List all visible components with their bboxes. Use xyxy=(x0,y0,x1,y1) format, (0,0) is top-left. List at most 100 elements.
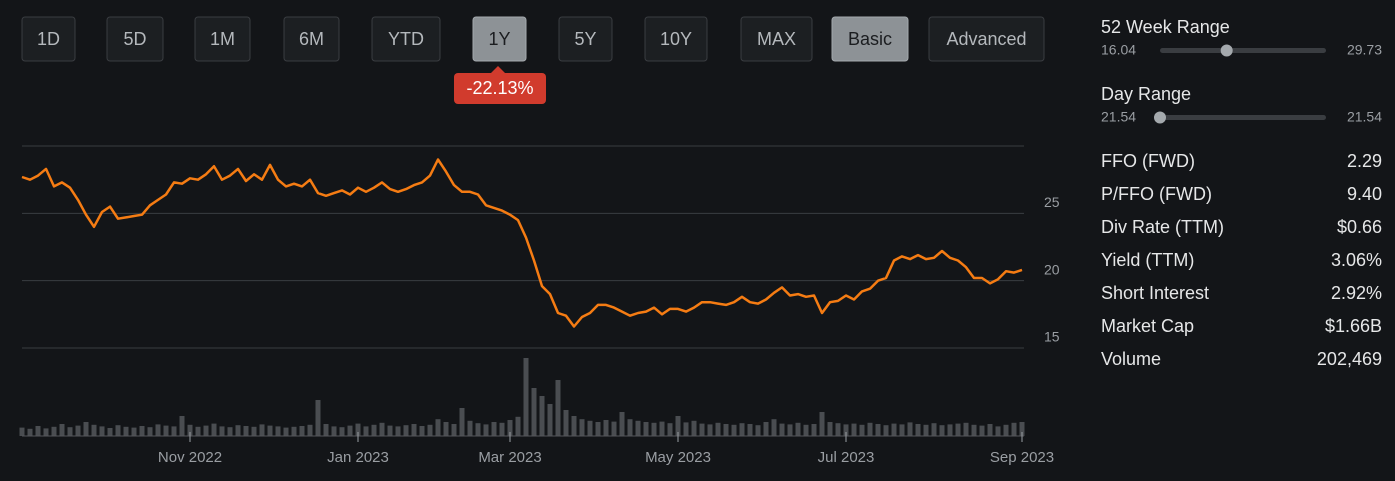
volume-bar xyxy=(995,426,1001,436)
volume-bar xyxy=(659,421,665,436)
button-label[interactable]: Advanced xyxy=(946,29,1026,49)
y-tick-label: 20 xyxy=(1044,261,1060,277)
button-box[interactable] xyxy=(644,16,708,62)
range-button[interactable]: 1Y xyxy=(472,16,527,62)
stat-label: Volume xyxy=(1101,349,1161,369)
volume-bar xyxy=(443,422,449,436)
volume-bar xyxy=(507,420,513,436)
button-label[interactable]: 1Y xyxy=(488,29,510,49)
volume-bar xyxy=(579,419,585,436)
volume-bar xyxy=(707,424,713,436)
volume-bar xyxy=(803,424,809,436)
volume-bar xyxy=(587,420,593,436)
y-tick-label: 25 xyxy=(1044,194,1060,210)
button-box[interactable] xyxy=(472,16,527,62)
volume-bar xyxy=(163,425,169,436)
volume-bar xyxy=(435,419,441,436)
volume-bar xyxy=(499,422,505,436)
volume-bar xyxy=(291,426,297,436)
range-button[interactable]: 1D xyxy=(21,16,76,62)
button-label[interactable]: MAX xyxy=(757,29,796,49)
volume-bar xyxy=(123,426,129,436)
volume-bar xyxy=(403,425,409,436)
range-button[interactable]: 1M xyxy=(194,16,251,62)
volume-bar xyxy=(899,424,905,436)
range-button[interactable]: 5D xyxy=(106,16,164,62)
volume-bar xyxy=(1003,424,1009,436)
volume-bar xyxy=(307,424,313,436)
badge-text: -22.13% xyxy=(466,78,533,98)
button-box[interactable] xyxy=(371,16,441,62)
volume-bar xyxy=(931,423,937,436)
volume-bar xyxy=(131,427,137,436)
button-label[interactable]: YTD xyxy=(388,29,424,49)
range-high: 21.54 xyxy=(1347,109,1382,125)
range-button[interactable]: YTD xyxy=(371,16,441,62)
volume-bar xyxy=(243,426,249,436)
volume-bar xyxy=(563,410,569,436)
button-label[interactable]: 5D xyxy=(123,29,146,49)
volume-bar xyxy=(99,426,105,436)
button-box[interactable] xyxy=(740,16,813,62)
range-low: 21.54 xyxy=(1101,109,1136,125)
volume-bar xyxy=(27,428,33,436)
badge-pointer xyxy=(491,66,505,73)
volume-bar xyxy=(851,423,857,436)
volume-bar xyxy=(315,400,321,436)
button-label[interactable]: 6M xyxy=(299,29,324,49)
button-box[interactable] xyxy=(106,16,164,62)
volume-bar xyxy=(723,424,729,436)
range-button[interactable]: Advanced xyxy=(928,16,1045,62)
button-label[interactable]: 10Y xyxy=(660,29,692,49)
volume-bar xyxy=(739,423,745,436)
volume-bar xyxy=(235,425,241,436)
stat-label: P/FFO (FWD) xyxy=(1101,184,1212,204)
button-box[interactable] xyxy=(21,16,76,62)
volume-bar xyxy=(987,424,993,436)
button-label[interactable]: 1D xyxy=(37,29,60,49)
volume-bar xyxy=(523,358,529,436)
stat-label: FFO (FWD) xyxy=(1101,151,1195,171)
volume-bar xyxy=(19,427,25,436)
volume-bar xyxy=(715,422,721,436)
range-button[interactable]: 10Y xyxy=(644,16,708,62)
volume-bar xyxy=(363,426,369,436)
volume-bar xyxy=(379,422,385,436)
volume-bar xyxy=(827,422,833,436)
volume-bar xyxy=(227,427,233,436)
volume-bar xyxy=(939,425,945,436)
button-box[interactable] xyxy=(194,16,251,62)
button-label[interactable]: 1M xyxy=(210,29,235,49)
button-label[interactable]: 5Y xyxy=(574,29,596,49)
volume-bar xyxy=(667,423,673,436)
volume-bar xyxy=(875,424,881,436)
x-tick-label: May 2023 xyxy=(645,449,711,466)
volume-bar xyxy=(627,419,633,436)
x-tick-label: Nov 2022 xyxy=(158,449,222,466)
range-button[interactable]: 6M xyxy=(283,16,340,62)
button-box[interactable] xyxy=(928,16,1045,62)
x-tick-label: Jan 2023 xyxy=(327,449,389,466)
volume-bar xyxy=(763,422,769,436)
volume-bar xyxy=(755,425,761,436)
volume-bar xyxy=(347,425,353,436)
volume-bar xyxy=(603,420,609,436)
range-button[interactable]: Basic xyxy=(831,16,909,62)
volume-bar xyxy=(1019,422,1025,436)
button-box[interactable] xyxy=(558,16,613,62)
volume-bar xyxy=(395,426,401,436)
volume-bar xyxy=(203,425,209,436)
volume-bar xyxy=(483,424,489,436)
volume-bar xyxy=(595,422,601,436)
stat-value: $0.66 xyxy=(1337,217,1382,237)
range-high: 29.73 xyxy=(1347,42,1382,58)
button-label[interactable]: Basic xyxy=(848,29,892,49)
button-box[interactable] xyxy=(283,16,340,62)
range-button[interactable]: MAX xyxy=(740,16,813,62)
volume-bar xyxy=(371,424,377,436)
range-button[interactable]: 5Y xyxy=(558,16,613,62)
volume-bar xyxy=(539,396,545,436)
stat-value: 3.06% xyxy=(1331,250,1382,270)
volume-bar xyxy=(139,426,145,436)
button-box[interactable] xyxy=(831,16,909,62)
